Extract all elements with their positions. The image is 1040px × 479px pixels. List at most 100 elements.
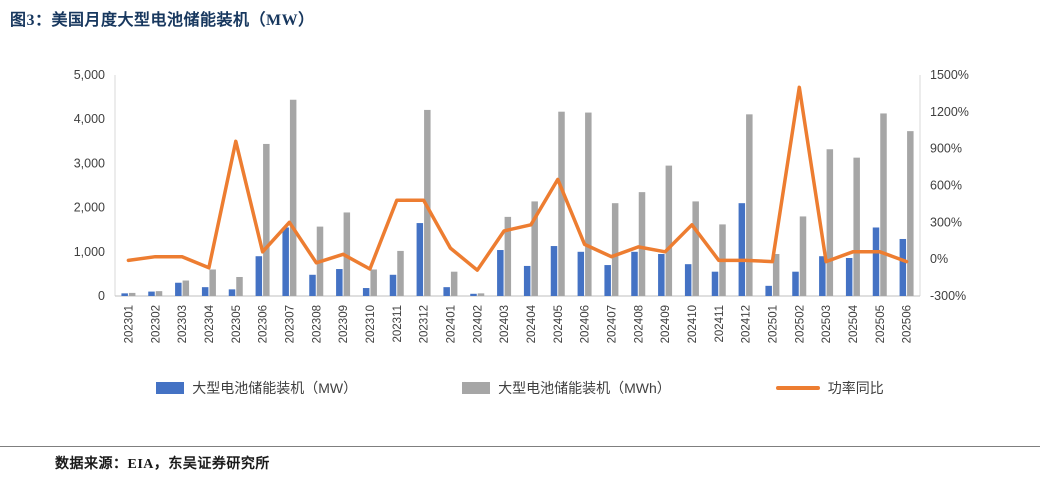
legend-item: 大型电池储能装机（MW） xyxy=(156,378,357,398)
bar-mw xyxy=(711,271,719,296)
bar-mwh xyxy=(370,269,377,296)
x-axis-label: 202306 xyxy=(258,305,270,343)
yoy-line xyxy=(126,85,909,272)
bar-mwh xyxy=(155,291,163,296)
bar-mw xyxy=(738,203,746,296)
x-axis-label: 202404 xyxy=(526,304,538,343)
left-axis-tick: 1,000 xyxy=(74,245,105,259)
right-axis-tick: 600% xyxy=(930,179,962,193)
x-axis-label: 202502 xyxy=(794,305,806,343)
x-axis-label: 202310 xyxy=(365,305,377,343)
bar-mwh xyxy=(880,113,887,296)
bar-mwh xyxy=(907,131,914,296)
x-axis-label: 202408 xyxy=(633,305,645,343)
x-axis-label: 202411 xyxy=(714,305,726,343)
bar-mw xyxy=(416,223,424,296)
bar-mw xyxy=(523,265,531,296)
x-axis-label: 202412 xyxy=(741,305,753,343)
right-axis-tick: 300% xyxy=(930,215,962,229)
legend-label: 大型电池储能装机（MW） xyxy=(192,380,358,396)
x-axis-label: 202308 xyxy=(311,305,323,343)
x-axis-label: 202505 xyxy=(875,305,887,343)
x-axis-label: 202409 xyxy=(660,305,672,343)
x-axis-label: 202503 xyxy=(821,305,833,343)
x-axis-label: 202309 xyxy=(338,305,350,343)
left-axis-tick: 5,000 xyxy=(74,68,105,82)
bar-mwh xyxy=(477,293,485,296)
legend-line-marker xyxy=(775,386,820,390)
bar-mwh xyxy=(826,149,834,296)
x-axis-label: 202303 xyxy=(177,305,189,343)
legend-item: 大型电池储能装机（MWh） xyxy=(462,378,671,398)
bar-mw xyxy=(175,282,182,296)
bar-mwh xyxy=(665,165,673,296)
bar-mw xyxy=(577,251,585,296)
bar-mw xyxy=(470,293,477,296)
legend-square-marker xyxy=(462,382,491,394)
right-axis-tick: 1200% xyxy=(930,105,969,119)
left-axis-tick: 2,000 xyxy=(74,201,105,215)
left-axis-tick: 4,000 xyxy=(74,112,105,126)
bar-mwh xyxy=(585,112,592,296)
bar-mw xyxy=(899,238,907,296)
bar-mwh xyxy=(853,157,860,296)
chart-canvas: 0 1,000 2,000 3,000 4,000 5,000 -300% 0% 300% 600… xyxy=(74,68,969,343)
left-axis-tick: 3,000 xyxy=(74,156,105,170)
bar-mw xyxy=(282,227,289,296)
x-axis-label: 202504 xyxy=(848,304,860,343)
bar-mwh xyxy=(611,203,619,296)
bar-mw xyxy=(443,287,450,296)
bar-mwh xyxy=(746,114,753,296)
legend-square-marker xyxy=(156,382,185,394)
bar-mwh xyxy=(236,276,243,296)
right-axis-tick: 1500% xyxy=(930,68,969,82)
right-axis-tick: -300% xyxy=(930,289,966,303)
footer-divider xyxy=(0,446,1040,447)
right-axis-tick: 900% xyxy=(930,142,962,156)
legend-label: 功率同比 xyxy=(827,380,884,396)
bar-mwh xyxy=(504,216,512,296)
bar-mwh xyxy=(182,280,190,296)
bar-mw xyxy=(631,251,638,296)
bar-mw xyxy=(497,250,504,296)
x-axis-label: 202405 xyxy=(553,305,565,343)
x-axis-label: 202402 xyxy=(472,305,484,343)
x-axis-label: 202311 xyxy=(392,305,404,343)
bar-mwh xyxy=(397,250,404,296)
data-source: 数据来源：EIA，东吴证券研究所 xyxy=(55,457,270,472)
bar-mw xyxy=(121,293,128,296)
x-axis-label: 202312 xyxy=(419,305,431,343)
bar-mw xyxy=(309,274,316,296)
bar-mw xyxy=(336,269,343,296)
bar-mw xyxy=(658,254,665,296)
x-axis-label: 202301 xyxy=(123,305,135,343)
bar-mw xyxy=(684,264,692,296)
bar-mw xyxy=(819,256,826,296)
bar-mw xyxy=(872,227,880,296)
bar-mwh xyxy=(289,99,297,296)
bar-mw xyxy=(362,288,370,296)
bar-mwh xyxy=(692,201,699,296)
x-axis-label: 202410 xyxy=(687,305,699,343)
bar-mwh xyxy=(638,192,646,296)
chart-area: 0 1,000 2,000 3,000 4,000 5,000 -300% 0% 300% 600… xyxy=(0,40,1040,380)
x-axis-label: 202406 xyxy=(580,305,592,343)
bar-mwh xyxy=(558,111,565,296)
bar-mw xyxy=(604,265,611,296)
x-axis-label: 202506 xyxy=(902,305,914,343)
x-axis-label: 202401 xyxy=(445,305,457,343)
bar-mwh xyxy=(128,292,136,296)
x-axis-label: 202501 xyxy=(767,305,779,343)
bar-mw xyxy=(389,274,397,296)
x-axis-label: 202304 xyxy=(204,304,216,343)
x-axis-label: 202407 xyxy=(606,305,618,343)
bar-mw xyxy=(228,289,236,296)
x-axis-label: 202305 xyxy=(231,305,243,343)
bar-mwh xyxy=(799,216,807,296)
bar-mwh xyxy=(343,212,351,296)
bar-mwh xyxy=(772,254,780,296)
bar-mw xyxy=(255,256,263,296)
bar-mw xyxy=(550,246,558,296)
x-axis-label: 202307 xyxy=(284,305,296,343)
